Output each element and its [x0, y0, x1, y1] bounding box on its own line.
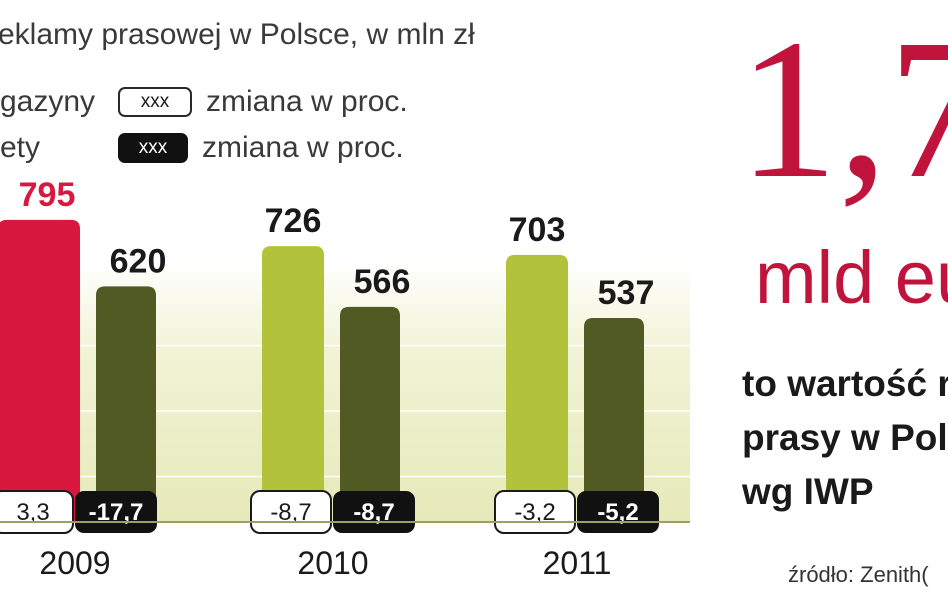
- year-label-2009: 2009: [39, 545, 110, 581]
- caption-line-2: prasy w Pol: [742, 417, 948, 458]
- bar-chart: 795 620 726 566 703 537 3,3 -17,7 -8,7 -8,7 -3,2-…: [0, 176, 690, 581]
- source-note: źródło: Zenith(: [788, 562, 929, 587]
- value-label-magazines-2009: 795: [19, 176, 76, 214]
- chart-title: eklamy prasowej w Polsce, w mln zł: [0, 18, 475, 51]
- value-labels: 795 620 726 566 703 537: [19, 176, 655, 312]
- legend-description: zmiana w proc.: [206, 85, 408, 118]
- legend-badge-light: xxx: [118, 87, 192, 117]
- big-unit: mld eu: [755, 236, 948, 319]
- caption-line-1: to wartość r: [742, 363, 948, 404]
- value-label-newspapers-2009: 620: [110, 242, 167, 280]
- bar-newspapers-2011: [584, 317, 644, 522]
- year-labels: 2009 2010 2011: [39, 545, 611, 581]
- bar-newspapers-2009: [96, 286, 156, 522]
- legend-description: zmiana w proc.: [202, 131, 404, 164]
- value-label-newspapers-2011: 537: [598, 274, 655, 312]
- bar-magazines-2011: [506, 254, 568, 523]
- year-label-2011: 2011: [543, 545, 612, 581]
- value-label-newspapers-2010: 566: [354, 263, 411, 301]
- legend-badge-dark: xxx: [118, 133, 188, 163]
- legend-row-magazines: gazyny xxx zmiana w proc.: [0, 82, 408, 122]
- legend-row-newspapers: ety xxx zmiana w proc.: [0, 128, 404, 168]
- year-label-2010: 2010: [297, 545, 368, 581]
- legend-label: gazyny: [0, 85, 96, 118]
- big-number: 1,7: [738, 0, 948, 220]
- legend-label: ety: [0, 131, 41, 164]
- caption-line-3: wg IWP: [742, 471, 874, 512]
- bar-magazines-2010: [262, 246, 324, 522]
- bar-newspapers-2010: [340, 306, 400, 522]
- value-label-magazines-2011: 703: [509, 211, 566, 249]
- bar-magazines-2009: [0, 219, 80, 522]
- value-label-magazines-2010: 726: [265, 202, 322, 240]
- change-badges: 3,3 -17,7 -8,7 -8,7 -3,2 -5,2: [0, 490, 659, 534]
- bars: [0, 219, 644, 523]
